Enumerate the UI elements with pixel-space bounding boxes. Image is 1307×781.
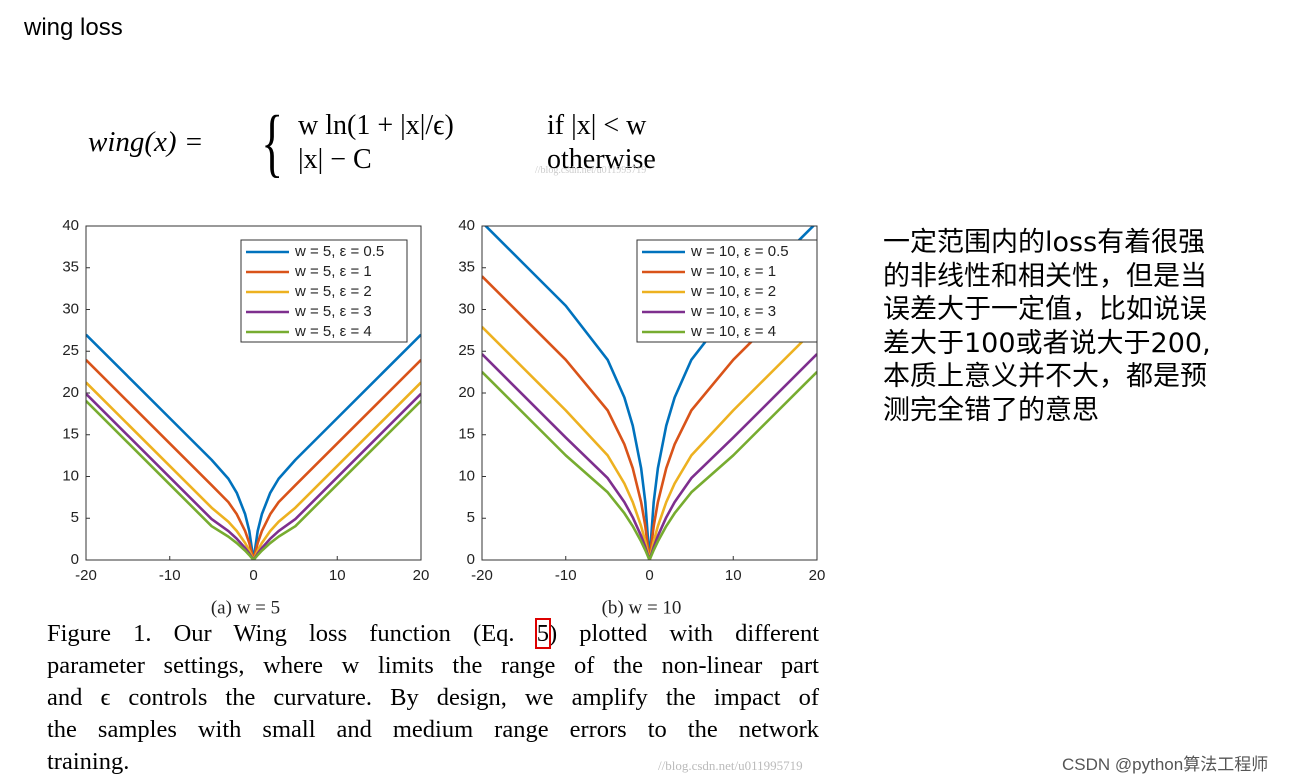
y-tick-label: 15 — [62, 426, 79, 443]
y-tick-label: 5 — [71, 509, 79, 526]
case-expr: |x| − C — [298, 144, 372, 175]
y-tick-label: 35 — [62, 259, 79, 276]
page-title: wing loss — [24, 14, 123, 41]
y-tick-label: 40 — [62, 217, 79, 234]
y-tick-label: 30 — [458, 300, 475, 317]
x-tick-label: 20 — [809, 567, 826, 584]
x-tick-label: 0 — [645, 567, 653, 584]
caption-text: the samples with small and medium range … — [47, 716, 819, 743]
legend-label: w = 5, ε = 1 — [294, 263, 372, 280]
y-tick-label: 20 — [62, 384, 79, 401]
caption-text: Figure 1. Our Wing loss function (Eq. — [47, 620, 537, 647]
series-line — [482, 325, 817, 560]
x-tick-label: 10 — [725, 567, 742, 584]
note-line: 误差大于一定值，比如说误 — [883, 294, 1207, 325]
case-cond: otherwise — [547, 144, 656, 175]
y-tick-label: 5 — [467, 509, 475, 526]
watermark: //blog.csdn.net/u011995719 — [658, 758, 803, 773]
chart-caption: (a) w = 5 — [211, 597, 280, 618]
y-tick-label: 0 — [467, 551, 475, 568]
legend-label: w = 10, ε = 3 — [690, 303, 776, 320]
caption-line: training. — [47, 748, 819, 776]
y-tick-label: 20 — [458, 384, 475, 401]
series-line — [482, 275, 817, 560]
note-line: 的非线性和相关性，但是当 — [883, 260, 1207, 292]
y-tick-label: 0 — [71, 551, 79, 568]
x-tick-label: -10 — [159, 567, 181, 584]
case-expr: w ln(1 + |x|/ϵ) — [298, 110, 454, 141]
case-cond: if |x| < w — [547, 110, 647, 141]
note-line: 测完全错了的意思 — [883, 394, 1099, 426]
x-tick-label: -20 — [75, 567, 97, 584]
y-tick-label: 40 — [458, 217, 475, 234]
series-line — [482, 353, 817, 560]
legend-label: w = 5, ε = 4 — [294, 323, 372, 340]
legend-label: w = 10, ε = 2 — [690, 283, 776, 300]
legend-label: w = 10, ε = 4 — [690, 323, 776, 340]
caption-line: the samples with small and medium range … — [47, 716, 819, 744]
series-line — [86, 333, 421, 560]
x-tick-label: -20 — [471, 567, 493, 584]
footer: CSDN @python算法工程师 — [1062, 755, 1269, 774]
legend-label: w = 5, ε = 2 — [294, 283, 372, 300]
y-tick-label: 15 — [458, 426, 475, 443]
plot-lines — [86, 333, 421, 560]
legend-label: w = 5, ε = 0.5 — [294, 243, 384, 260]
series-line — [86, 381, 421, 560]
series-line — [482, 370, 817, 560]
watermark: //blog.csdn.net/u011995719 — [535, 165, 647, 176]
note-line: 一定范围内的loss有着很强 — [883, 227, 1206, 258]
legend-label: w = 5, ε = 3 — [294, 303, 372, 320]
series-line — [86, 400, 421, 560]
caption-text: training. — [47, 748, 130, 775]
caption-text: and ϵ controls the curvature. By design,… — [47, 684, 819, 711]
y-tick-label: 30 — [62, 300, 79, 317]
y-tick-label: 25 — [458, 342, 475, 359]
plot-frame — [85, 225, 422, 561]
legend-label: w = 10, ε = 0.5 — [690, 243, 789, 260]
x-tick-label: 0 — [249, 567, 257, 584]
brace: { — [261, 101, 284, 185]
series-line — [86, 392, 421, 560]
series-line — [86, 359, 421, 560]
caption-text: parameter settings, where w limits the r… — [47, 652, 819, 679]
note-line: 本质上意义并不大，都是预 — [883, 361, 1207, 392]
caption-line: and ϵ controls the curvature. By design,… — [47, 684, 819, 712]
plot-frame — [481, 225, 818, 561]
caption-text: 5 — [534, 618, 551, 649]
x-tick-label: 20 — [413, 567, 430, 584]
plot-lines — [482, 226, 817, 560]
y-tick-label: 25 — [62, 342, 79, 359]
caption-line: parameter settings, where w limits the r… — [47, 652, 819, 680]
caption-line: Figure 1. Our Wing loss function (Eq. 5)… — [47, 618, 820, 649]
note-line: 差大于100或者说大于200, — [883, 327, 1211, 359]
y-tick-label: 10 — [62, 467, 79, 484]
chart-caption: (b) w = 10 — [602, 597, 682, 618]
y-tick-label: 35 — [458, 259, 475, 276]
x-tick-label: -10 — [555, 567, 577, 584]
formula-lhs: wing(x) = — [88, 126, 204, 158]
y-tick-label: 10 — [458, 467, 475, 484]
x-tick-label: 10 — [329, 567, 346, 584]
caption-text: ) plotted with different — [548, 620, 820, 647]
legend-label: w = 10, ε = 1 — [690, 263, 776, 280]
